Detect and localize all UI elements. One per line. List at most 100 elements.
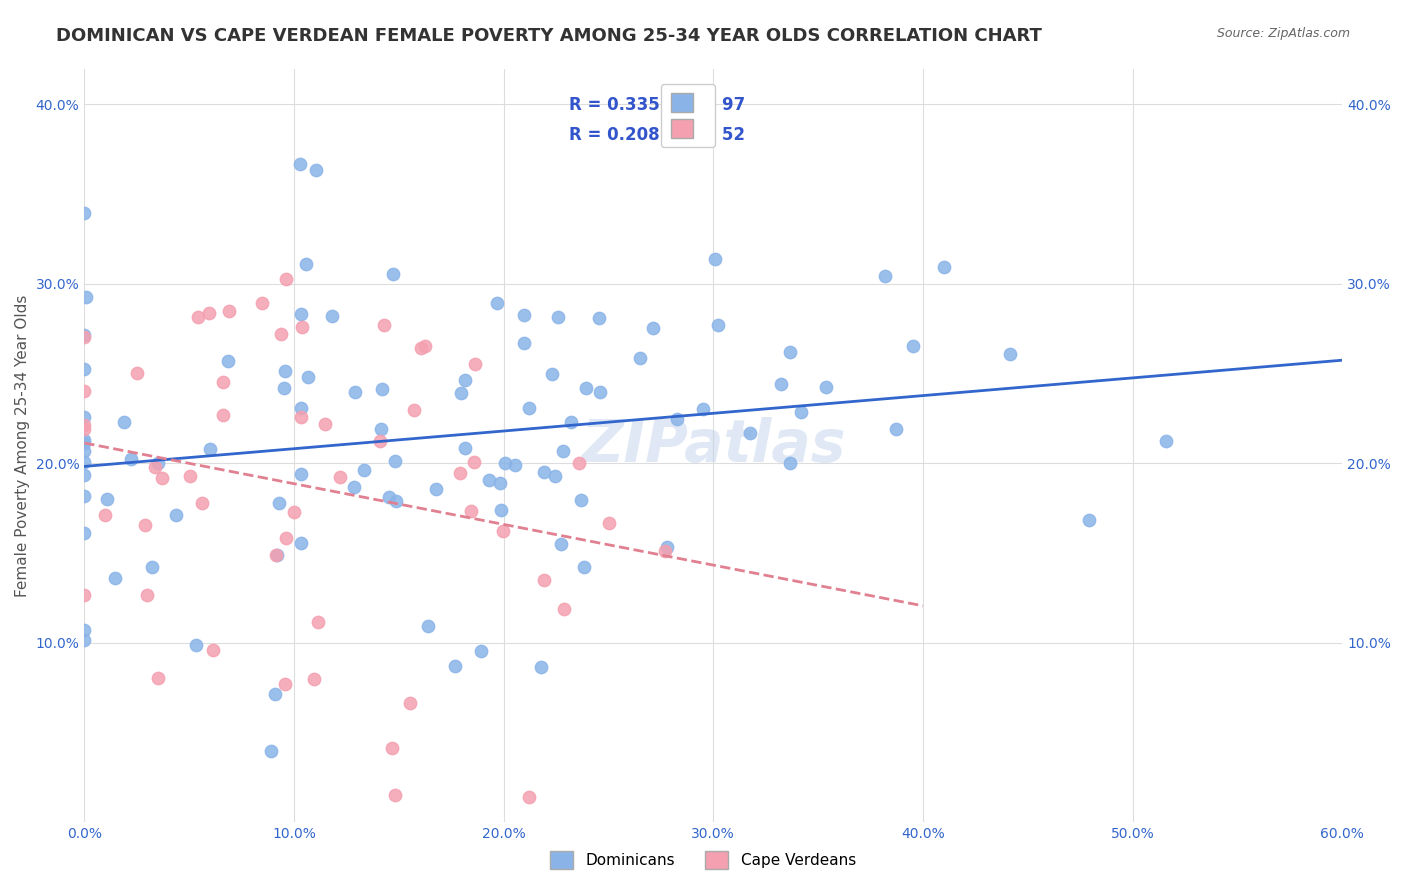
Point bbox=[370, 422, 392, 436]
Point bbox=[94, 508, 117, 523]
Point bbox=[513, 308, 536, 322]
Point bbox=[202, 643, 225, 657]
Point bbox=[73, 443, 96, 458]
Point bbox=[551, 443, 574, 458]
Text: Source: ZipAtlas.com: Source: ZipAtlas.com bbox=[1216, 27, 1350, 40]
Point bbox=[297, 369, 319, 384]
Point bbox=[384, 454, 406, 468]
Point bbox=[574, 559, 596, 574]
Point bbox=[547, 310, 569, 324]
Point bbox=[492, 524, 515, 539]
Point bbox=[274, 272, 297, 286]
Point bbox=[1077, 513, 1099, 527]
Point bbox=[290, 535, 312, 549]
Point bbox=[503, 458, 526, 473]
Point bbox=[179, 468, 201, 483]
Point bbox=[416, 619, 439, 633]
Point bbox=[443, 659, 465, 673]
Point bbox=[73, 436, 96, 450]
Point bbox=[464, 357, 486, 371]
Point bbox=[218, 303, 240, 318]
Point bbox=[73, 433, 96, 447]
Point bbox=[449, 466, 471, 480]
Point bbox=[150, 471, 173, 485]
Point bbox=[211, 408, 233, 422]
Point bbox=[409, 341, 432, 355]
Point bbox=[666, 412, 689, 426]
Point bbox=[143, 460, 166, 475]
Point bbox=[134, 518, 156, 533]
Point bbox=[290, 307, 312, 321]
Point bbox=[165, 508, 187, 522]
Point bbox=[197, 306, 219, 320]
Point bbox=[873, 269, 896, 284]
Point bbox=[305, 163, 328, 178]
Text: ZIPatlas: ZIPatlas bbox=[581, 417, 845, 474]
Point bbox=[450, 386, 472, 401]
Point bbox=[353, 463, 375, 477]
Point bbox=[628, 351, 651, 365]
Point bbox=[454, 441, 477, 455]
Point bbox=[1154, 434, 1177, 449]
Point bbox=[385, 493, 408, 508]
Point bbox=[382, 267, 405, 281]
Point bbox=[266, 548, 288, 562]
Point bbox=[512, 336, 534, 351]
Point bbox=[73, 384, 96, 398]
Point bbox=[148, 671, 170, 685]
Point bbox=[270, 326, 292, 341]
Point bbox=[212, 376, 235, 390]
Point bbox=[96, 491, 118, 506]
Y-axis label: Female Poverty Among 25-34 Year Olds: Female Poverty Among 25-34 Year Olds bbox=[15, 294, 30, 597]
Point bbox=[104, 571, 127, 585]
Point bbox=[769, 376, 792, 391]
Point bbox=[544, 468, 567, 483]
Point bbox=[371, 382, 394, 396]
Point bbox=[692, 401, 714, 416]
Point bbox=[454, 373, 477, 387]
Point bbox=[112, 415, 135, 429]
Point bbox=[274, 531, 297, 545]
Point bbox=[517, 401, 540, 416]
Point bbox=[73, 623, 96, 637]
Point bbox=[73, 489, 96, 503]
Point bbox=[738, 426, 761, 441]
Point bbox=[550, 537, 572, 551]
Point bbox=[252, 296, 274, 310]
Point bbox=[485, 296, 508, 310]
Point bbox=[707, 318, 730, 332]
Point bbox=[463, 455, 485, 469]
Legend: , : , bbox=[661, 84, 714, 147]
Point bbox=[260, 744, 283, 758]
Point bbox=[135, 588, 157, 602]
Text: DOMINICAN VS CAPE VERDEAN FEMALE POVERTY AMONG 25-34 YEAR OLDS CORRELATION CHART: DOMINICAN VS CAPE VERDEAN FEMALE POVERTY… bbox=[56, 27, 1042, 45]
Point bbox=[575, 381, 598, 395]
Point bbox=[460, 504, 482, 518]
Point bbox=[73, 422, 96, 436]
Point bbox=[779, 456, 801, 470]
Point bbox=[273, 677, 295, 691]
Point bbox=[127, 366, 149, 380]
Point bbox=[478, 473, 501, 487]
Point bbox=[568, 456, 591, 470]
Point bbox=[517, 790, 540, 805]
Point bbox=[290, 467, 312, 482]
Point bbox=[884, 422, 907, 436]
Point bbox=[288, 156, 311, 170]
Point bbox=[283, 505, 305, 519]
Point bbox=[489, 503, 512, 517]
Point bbox=[368, 434, 391, 449]
Point bbox=[655, 540, 678, 554]
Point bbox=[73, 632, 96, 647]
Point bbox=[425, 482, 447, 496]
Point bbox=[384, 789, 406, 803]
Point bbox=[73, 361, 96, 376]
Point bbox=[533, 465, 555, 479]
Point bbox=[373, 318, 395, 332]
Point bbox=[404, 403, 426, 417]
Point bbox=[571, 492, 593, 507]
Point bbox=[489, 476, 512, 491]
Point bbox=[73, 589, 96, 603]
Point bbox=[553, 602, 575, 616]
Text: R = 0.208    N = 52: R = 0.208 N = 52 bbox=[568, 126, 745, 145]
